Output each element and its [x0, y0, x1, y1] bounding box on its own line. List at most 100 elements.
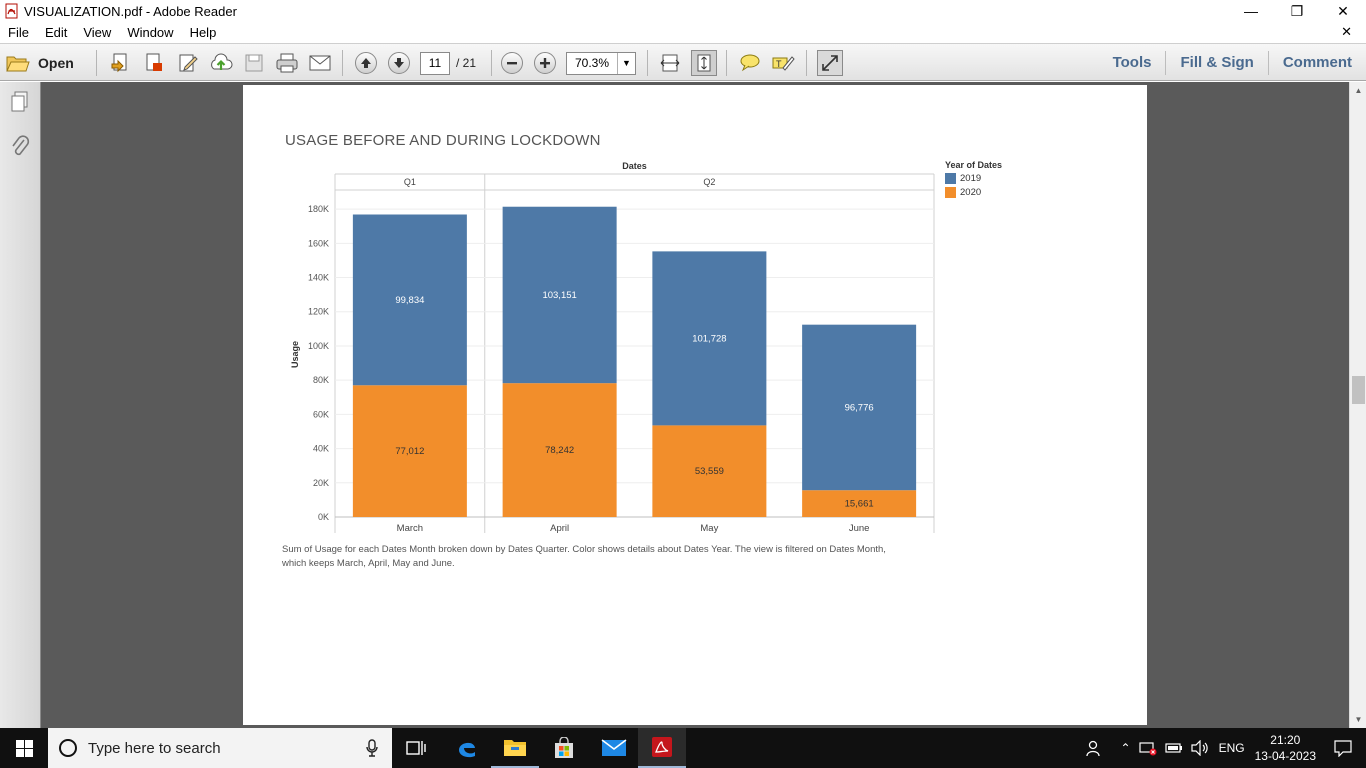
zoom-out-button[interactable]: [501, 52, 523, 74]
legend-label-2020: 2020: [960, 187, 982, 198]
highlight-text-icon[interactable]: T: [770, 50, 796, 76]
y-tick-label: 180K: [308, 204, 329, 214]
scroll-up-icon[interactable]: ▲: [1354, 86, 1363, 95]
caption-line-1: Sum of Usage for each Dates Month broken…: [282, 544, 886, 555]
restore-button[interactable]: ❐: [1290, 2, 1304, 19]
x-tick-label-april: April: [550, 523, 569, 534]
search-placeholder: Type here to search: [88, 739, 221, 757]
minimize-button[interactable]: —: [1244, 3, 1258, 19]
data-label-april-2020: 78,242: [545, 445, 574, 456]
people-icon[interactable]: [1085, 739, 1103, 757]
scroll-down-icon[interactable]: ▼: [1354, 715, 1363, 724]
taskbar-adobe-reader[interactable]: [638, 728, 686, 768]
taskbar-file-explorer[interactable]: [491, 728, 539, 768]
taskbar-search-box[interactable]: Type here to search: [48, 728, 392, 768]
plus-icon: [540, 58, 550, 68]
menu-help[interactable]: Help: [189, 25, 217, 40]
export-pdf-icon[interactable]: [141, 50, 167, 76]
clock[interactable]: 21:20 13-04-2023: [1255, 732, 1316, 764]
legend-label-2019: 2019: [960, 173, 982, 184]
x-tick-label-june: June: [849, 523, 870, 534]
taskbar: Type here to search ⌃ ENG 21:20 13-04-20…: [0, 728, 1366, 768]
chevron-up-icon[interactable]: ⌃: [1120, 741, 1131, 755]
system-tray: ⌃ ENG 21:20 13-04-2023: [1085, 728, 1366, 768]
menu-window[interactable]: Window: [127, 25, 174, 40]
menu-edit[interactable]: Edit: [44, 25, 68, 40]
menu-file[interactable]: File: [8, 25, 29, 40]
arrow-up-icon: [361, 58, 371, 68]
zoom-level-select[interactable]: 70.3% ▼: [566, 52, 636, 75]
menu-bar: File Edit View Window Help ✕: [0, 22, 1366, 43]
fill-sign-link[interactable]: Fill & Sign: [1165, 51, 1267, 75]
fit-width-icon[interactable]: [657, 50, 683, 76]
email-icon[interactable]: [307, 50, 333, 76]
window-title: VISUALIZATION.pdf - Adobe Reader: [24, 3, 237, 19]
previous-page-button[interactable]: [355, 52, 377, 74]
zoom-in-button[interactable]: [534, 52, 556, 74]
bar-june-2020: [802, 490, 917, 517]
y-tick-label: 100K: [308, 341, 329, 351]
pdf-page: USAGE BEFORE AND DURING LOCKDOWN Dates Q1…: [243, 85, 1147, 725]
tools-link[interactable]: Tools: [1112, 54, 1152, 71]
edit-pdf-icon[interactable]: [175, 50, 201, 76]
adobe-reader-icon: [652, 737, 672, 757]
bar-may-2019: [652, 251, 767, 426]
open-button[interactable]: Open: [6, 50, 74, 76]
file-explorer-icon: [504, 740, 526, 756]
data-label-april-2019: 103,151: [542, 290, 576, 301]
legend-title: Year of Dates: [945, 160, 1003, 170]
bar-june-2019: [802, 324, 917, 491]
next-page-button[interactable]: [388, 52, 410, 74]
close-document-button[interactable]: ✕: [1341, 24, 1352, 39]
upload-cloud-icon[interactable]: [208, 50, 234, 76]
sticky-note-icon[interactable]: [737, 50, 763, 76]
fullscreen-icon[interactable]: [817, 50, 843, 76]
notifications-icon[interactable]: [1334, 739, 1352, 757]
taskbar-edge[interactable]: [443, 728, 491, 768]
close-window-button[interactable]: ✕: [1337, 2, 1349, 19]
svg-text:T: T: [776, 59, 782, 69]
open-label: Open: [38, 55, 74, 71]
data-label-may-2019: 101,728: [692, 333, 726, 344]
start-button[interactable]: [0, 728, 48, 768]
chart-title: USAGE BEFORE AND DURING LOCKDOWN: [285, 132, 601, 149]
create-pdf-icon[interactable]: [108, 50, 134, 76]
arrow-down-icon: [394, 58, 404, 68]
battery-icon[interactable]: [1164, 742, 1183, 754]
vertical-scrollbar[interactable]: ▲ ▼: [1349, 82, 1366, 728]
bar-april-2020: [502, 383, 617, 517]
task-view-button[interactable]: [392, 728, 440, 768]
task-view-icon: [406, 741, 426, 755]
taskbar-store[interactable]: [540, 728, 588, 768]
zoom-level-value: 70.3%: [575, 56, 610, 70]
save-icon[interactable]: [241, 50, 267, 76]
microphone-icon[interactable]: [366, 739, 378, 757]
data-label-march-2020: 77,012: [395, 446, 424, 457]
data-label-june-2019: 96,776: [845, 402, 874, 413]
taskbar-mail[interactable]: [590, 728, 638, 768]
bar-march-2020: [352, 385, 467, 517]
network-disconnected-icon[interactable]: [1138, 740, 1157, 756]
x-tick-label-may: May: [700, 523, 718, 534]
comment-link[interactable]: Comment: [1267, 51, 1366, 75]
volume-icon[interactable]: [1190, 740, 1209, 756]
data-label-may-2020: 53,559: [695, 466, 724, 477]
scroll-thumb[interactable]: [1352, 376, 1365, 404]
column-header-dates: Dates: [622, 161, 647, 171]
x-tick-label-march: March: [397, 523, 423, 534]
menu-view[interactable]: View: [83, 25, 112, 40]
page-thumbnails-icon[interactable]: [9, 91, 31, 118]
y-axis-label: Usage: [290, 341, 300, 368]
legend-item-2020: 2020: [945, 187, 1002, 198]
edge-browser-icon: [459, 742, 475, 758]
page-number-input[interactable]: 11: [420, 52, 450, 75]
quarter-label-q2: Q2: [703, 177, 715, 187]
minus-icon: [507, 62, 517, 65]
print-icon[interactable]: [274, 50, 300, 76]
windows-logo-icon: [15, 739, 33, 757]
language-indicator[interactable]: ENG: [1218, 741, 1245, 755]
clock-date: 13-04-2023: [1254, 749, 1316, 763]
fit-page-icon[interactable]: [691, 50, 717, 76]
caption-line-2: which keeps March, April, May and June.: [282, 558, 455, 569]
attachments-icon[interactable]: [10, 134, 30, 163]
